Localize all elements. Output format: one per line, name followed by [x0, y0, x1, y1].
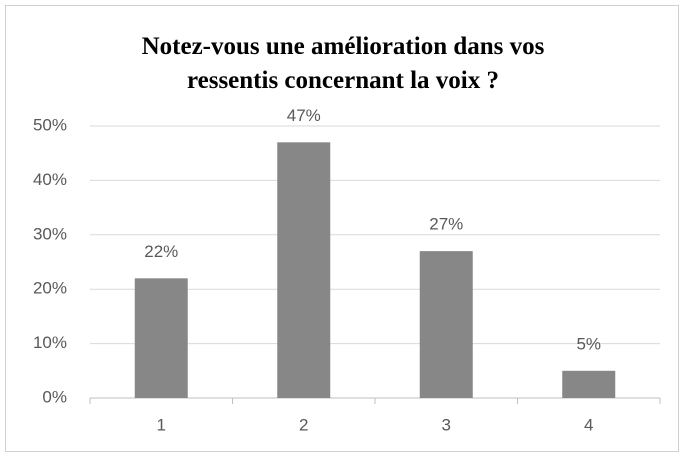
- y-tick-label: 30%: [33, 224, 67, 243]
- x-tick-label: 2: [299, 415, 308, 434]
- x-tick-label: 1: [157, 415, 166, 434]
- y-tick-label: 40%: [33, 170, 67, 189]
- bar: [277, 142, 331, 398]
- data-label: 27%: [429, 215, 463, 234]
- y-tick-label: 10%: [33, 333, 67, 352]
- bar: [134, 278, 188, 398]
- data-label: 47%: [287, 106, 321, 125]
- data-label: 5%: [576, 334, 601, 353]
- y-tick-label: 20%: [33, 279, 67, 298]
- y-tick-label: 0%: [42, 387, 67, 406]
- bar: [562, 370, 616, 398]
- x-tick-label: 3: [442, 415, 451, 434]
- y-tick-label: 50%: [33, 115, 67, 134]
- x-tick-label: 4: [584, 415, 593, 434]
- bar: [419, 251, 473, 398]
- data-label: 22%: [144, 242, 178, 261]
- chart-title: Notez-vous une amélioration dans vos res…: [141, 33, 545, 94]
